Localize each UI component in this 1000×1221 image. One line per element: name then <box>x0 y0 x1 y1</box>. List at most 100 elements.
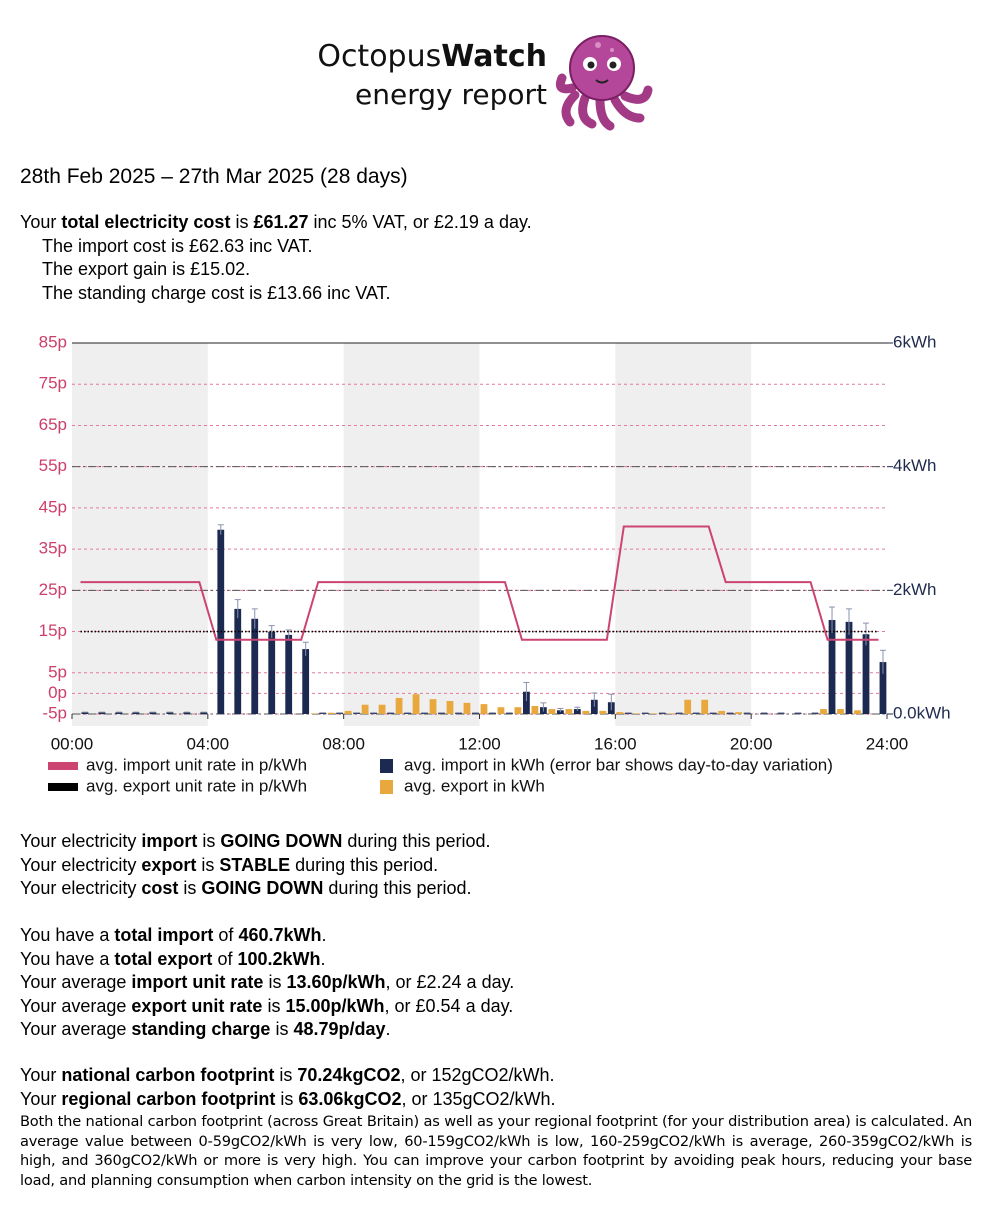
bar <box>412 694 420 714</box>
bold-text: total electricity cost <box>61 212 231 232</box>
bar <box>845 621 853 714</box>
summary-total: Your total electricity cost is £61.27 in… <box>20 211 532 235</box>
text: Your <box>20 1065 62 1085</box>
trends: Your electricity import is GOING DOWN du… <box>20 830 491 901</box>
bar <box>378 704 386 714</box>
bar <box>370 712 377 714</box>
text: The export gain is £15.02. <box>42 259 251 279</box>
text: is <box>196 854 220 875</box>
y-tick-label: 25p <box>39 580 67 599</box>
x-tick-label: 24:00 <box>866 734 909 753</box>
bar <box>854 710 861 714</box>
bar <box>344 710 352 714</box>
error-bar <box>285 629 292 640</box>
bar <box>556 710 564 714</box>
y-tick-label: 35p <box>39 539 67 558</box>
legend-label: avg. export in kWh <box>404 776 545 795</box>
bar <box>650 713 658 714</box>
bar <box>616 712 624 714</box>
bar <box>692 712 700 714</box>
bar <box>531 705 539 714</box>
legend-swatch <box>380 780 393 794</box>
bar <box>709 712 717 714</box>
text: Your average <box>20 1019 132 1039</box>
text-line: Your electricity export is STABLE during… <box>20 854 491 878</box>
bold-text: standing charge <box>131 1019 271 1039</box>
bar <box>353 712 361 714</box>
bar <box>455 712 462 714</box>
y-tick-label: 65p <box>39 415 67 434</box>
text: You have a <box>20 948 115 969</box>
bold-text: import <box>141 831 198 851</box>
text-line: Your national carbon footprint is 70.24k… <box>20 1064 556 1088</box>
bar <box>667 713 675 714</box>
bar <box>820 709 827 714</box>
legend-label: avg. import unit rate in p/kWh <box>86 755 307 774</box>
bar <box>828 620 836 714</box>
carbon: Your national carbon footprint is 70.24k… <box>20 1064 556 1111</box>
text: The import cost is £62.63 inc VAT. <box>42 235 313 256</box>
error-bar <box>268 625 275 638</box>
bar <box>251 618 259 714</box>
bar <box>743 712 751 714</box>
text: is <box>274 1065 298 1085</box>
bar <box>879 662 887 714</box>
text: Your electricity <box>20 831 142 851</box>
x-tick-label: 20:00 <box>730 734 773 753</box>
bold-text: 63.06kgCO2 <box>298 1088 402 1109</box>
bar <box>837 709 844 714</box>
y-tick-label: 0p <box>48 683 67 702</box>
bold-text: £61.27 <box>253 212 309 232</box>
x-tick-label: 04:00 <box>187 734 230 753</box>
line <box>80 525 879 641</box>
octopus-logo <box>555 35 653 131</box>
text: is <box>197 831 221 851</box>
text: is <box>275 1088 299 1109</box>
y-tick-label: 55p <box>39 456 67 475</box>
bar <box>675 712 683 714</box>
bar <box>777 712 785 714</box>
bar <box>310 713 318 714</box>
bar <box>166 712 174 714</box>
x-tick-label: 00:00 <box>51 734 94 753</box>
bold-text: regional carbon footprint <box>61 1088 276 1109</box>
bar <box>514 707 522 714</box>
text: Your electricity <box>20 854 142 875</box>
text-line: Your electricity import is GOING DOWN du… <box>20 830 491 854</box>
text-line: The export gain is £15.02. <box>42 258 391 282</box>
text-line: Your average import unit rate is 13.60p/… <box>20 971 514 995</box>
bar <box>582 710 590 714</box>
legend-swatch <box>380 759 393 773</box>
brand-part: Octopus <box>317 39 441 74</box>
bar <box>387 712 394 714</box>
error-bar <box>608 693 615 711</box>
header: OctopusWatch energy report <box>317 35 653 131</box>
bar <box>446 701 454 714</box>
bar <box>701 699 709 714</box>
bold-text: cost <box>141 878 179 898</box>
text-line: You have a total export of 100.2kWh. <box>20 948 514 972</box>
bold-text: import unit rate <box>131 972 264 992</box>
text: , or 135gCO2/kWh. <box>401 1088 556 1109</box>
bar <box>539 707 547 714</box>
error-bar <box>234 599 241 619</box>
bar <box>760 712 768 714</box>
bar <box>684 699 692 714</box>
carbon-note: Both the national carbon footprint (acro… <box>20 1113 972 1189</box>
error-bar <box>217 524 224 535</box>
text: is <box>230 212 254 232</box>
bar <box>735 712 743 714</box>
text: is <box>262 995 286 1016</box>
error-bar <box>540 702 547 712</box>
y2-tick-label: 0.0kWh <box>893 703 951 722</box>
totals: You have a total import of 460.7kWh. You … <box>20 924 514 1042</box>
bar <box>336 712 344 714</box>
bar <box>395 697 403 714</box>
text-line: The standing charge cost is £13.66 inc V… <box>42 282 391 306</box>
bar <box>98 712 106 714</box>
bar <box>234 608 242 714</box>
text: , or 152gCO2/kWh. <box>400 1065 555 1085</box>
bar <box>463 702 471 714</box>
error-bar <box>591 692 598 707</box>
bar <box>149 712 157 714</box>
